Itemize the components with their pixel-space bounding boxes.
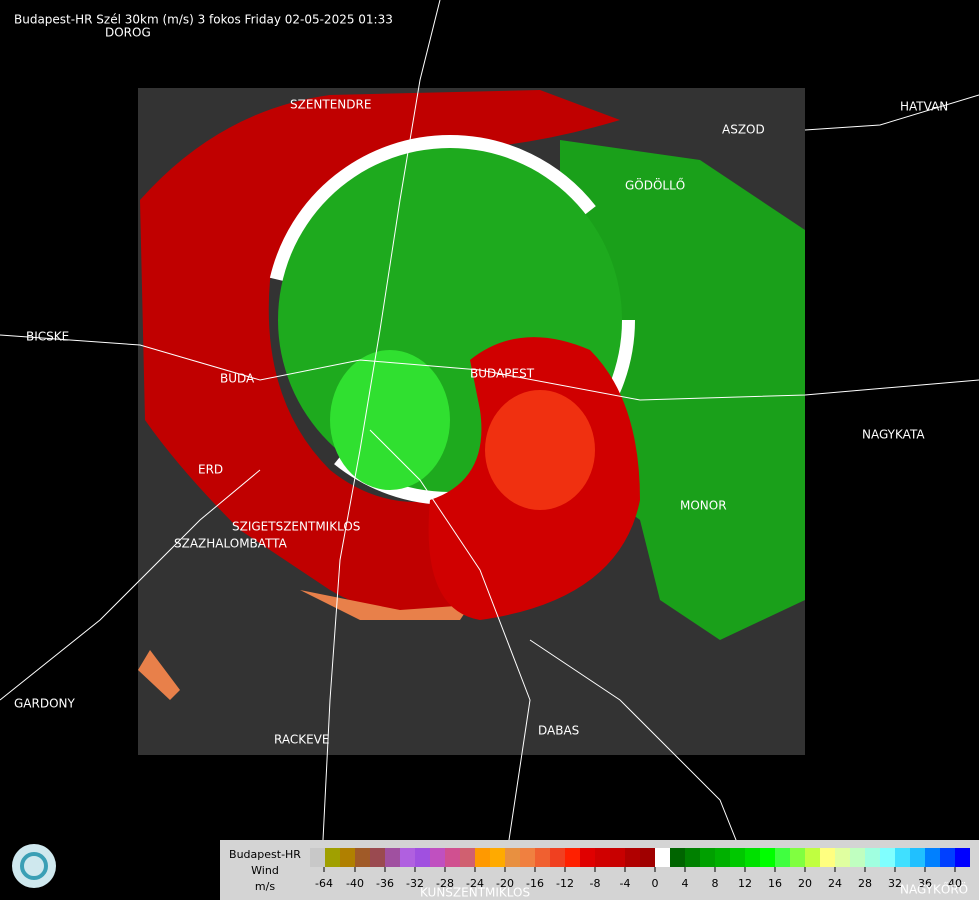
legend-tick-label: -12 bbox=[556, 877, 574, 890]
legend-swatch bbox=[535, 848, 550, 867]
legend-swatch bbox=[565, 848, 580, 867]
legend-tick-label: 8 bbox=[712, 877, 719, 890]
legend-tick-label: 32 bbox=[888, 877, 902, 890]
place-label: NAGYKATA bbox=[862, 428, 925, 442]
place-label: ASZOD bbox=[722, 123, 765, 137]
legend-tick-label: -8 bbox=[590, 877, 601, 890]
echo-green-bright bbox=[330, 350, 450, 490]
legend-swatch bbox=[640, 848, 655, 867]
place-label: DOROG bbox=[105, 26, 151, 40]
legend-swatch bbox=[475, 848, 490, 867]
legend-swatch bbox=[340, 848, 355, 867]
legend-label: m/s bbox=[255, 880, 275, 893]
legend-tick-label: 24 bbox=[828, 877, 842, 890]
legend-swatch bbox=[865, 848, 880, 867]
legend-tick-label: 28 bbox=[858, 877, 872, 890]
place-label: BUDA bbox=[220, 372, 255, 386]
legend-tick-label: 16 bbox=[768, 877, 782, 890]
legend-swatch bbox=[820, 848, 835, 867]
place-label: DABAS bbox=[538, 724, 579, 738]
place-label: HATVAN bbox=[900, 100, 948, 114]
echo-red-core bbox=[485, 390, 595, 510]
legend-swatch bbox=[430, 848, 445, 867]
legend-swatch bbox=[835, 848, 850, 867]
legend-tick-label: -4 bbox=[620, 877, 631, 890]
legend-tick-label: 4 bbox=[682, 877, 689, 890]
place-label: KUNSZENTMIKLOS bbox=[420, 886, 530, 900]
legend-swatch bbox=[505, 848, 520, 867]
legend-tick-label: 0 bbox=[652, 877, 659, 890]
legend-swatch bbox=[685, 848, 700, 867]
legend-swatch bbox=[445, 848, 460, 867]
echo-orange bbox=[138, 590, 470, 700]
place-label: BUDAPEST bbox=[470, 367, 535, 381]
legend-swatch bbox=[940, 848, 955, 867]
legend-swatch bbox=[730, 848, 745, 867]
legend-swatch bbox=[880, 848, 895, 867]
legend-tick-label: 12 bbox=[738, 877, 752, 890]
legend-swatch bbox=[790, 848, 805, 867]
title: Budapest-HR Szél 30km (m/s) 3 fokos Frid… bbox=[14, 13, 393, 27]
legend-swatch bbox=[895, 848, 910, 867]
legend-swatch bbox=[460, 848, 475, 867]
legend-tick-label: -20 bbox=[496, 877, 514, 890]
place-label: SZENTENDRE bbox=[290, 98, 371, 112]
legend-swatch bbox=[715, 848, 730, 867]
legend-swatch bbox=[310, 848, 325, 867]
legend-swatch bbox=[655, 848, 670, 867]
legend-tick-label: 36 bbox=[918, 877, 932, 890]
legend-tick-label: 20 bbox=[798, 877, 812, 890]
legend-tick-label: -40 bbox=[346, 877, 364, 890]
place-label: GÖDÖLLŐ bbox=[625, 177, 685, 193]
legend-label: Wind bbox=[251, 864, 279, 877]
legend-swatch bbox=[775, 848, 790, 867]
legend-swatch bbox=[850, 848, 865, 867]
legend-tick-label: -28 bbox=[436, 877, 454, 890]
legend-swatch bbox=[355, 848, 370, 867]
legend-swatch bbox=[385, 848, 400, 867]
legend-swatch bbox=[925, 848, 940, 867]
place-label: SZAZHALOMBATTA bbox=[174, 537, 288, 551]
legend-swatch bbox=[805, 848, 820, 867]
legend-tick-label: 40 bbox=[948, 877, 962, 890]
place-label: SZIGETSZENTMIKLOS bbox=[232, 520, 360, 534]
legend-tick-label: -32 bbox=[406, 877, 424, 890]
legend-swatch bbox=[580, 848, 595, 867]
legend-swatch bbox=[595, 848, 610, 867]
place-label: BICSKE bbox=[26, 330, 69, 344]
logo bbox=[12, 844, 56, 888]
legend-swatch bbox=[325, 848, 340, 867]
legend-swatch bbox=[700, 848, 715, 867]
legend-tick-label: -24 bbox=[466, 877, 484, 890]
legend-swatch bbox=[910, 848, 925, 867]
legend-swatch bbox=[370, 848, 385, 867]
legend-swatch bbox=[415, 848, 430, 867]
legend-swatch bbox=[400, 848, 415, 867]
legend-swatch bbox=[670, 848, 685, 867]
legend-swatch bbox=[520, 848, 535, 867]
legend-swatch bbox=[625, 848, 640, 867]
place-label: GARDONY bbox=[14, 697, 76, 711]
legend-tick-label: -64 bbox=[315, 877, 333, 890]
legend-swatch bbox=[490, 848, 505, 867]
place-label: RACKEVE bbox=[274, 733, 329, 747]
echo-green-outer bbox=[560, 140, 805, 640]
place-label: NAGYKŐRÖ bbox=[900, 881, 968, 897]
place-label: ERD bbox=[198, 463, 223, 477]
legend-swatch bbox=[955, 848, 970, 867]
echo-red-outer bbox=[140, 90, 620, 620]
legend-swatch bbox=[550, 848, 565, 867]
legend-label: Budapest-HR bbox=[229, 848, 301, 861]
legend-swatch bbox=[760, 848, 775, 867]
place-label: MONOR bbox=[680, 499, 727, 513]
legend-swatch bbox=[610, 848, 625, 867]
legend-tick-label: -16 bbox=[526, 877, 544, 890]
legend-swatch bbox=[745, 848, 760, 867]
legend-tick-label: -36 bbox=[376, 877, 394, 890]
